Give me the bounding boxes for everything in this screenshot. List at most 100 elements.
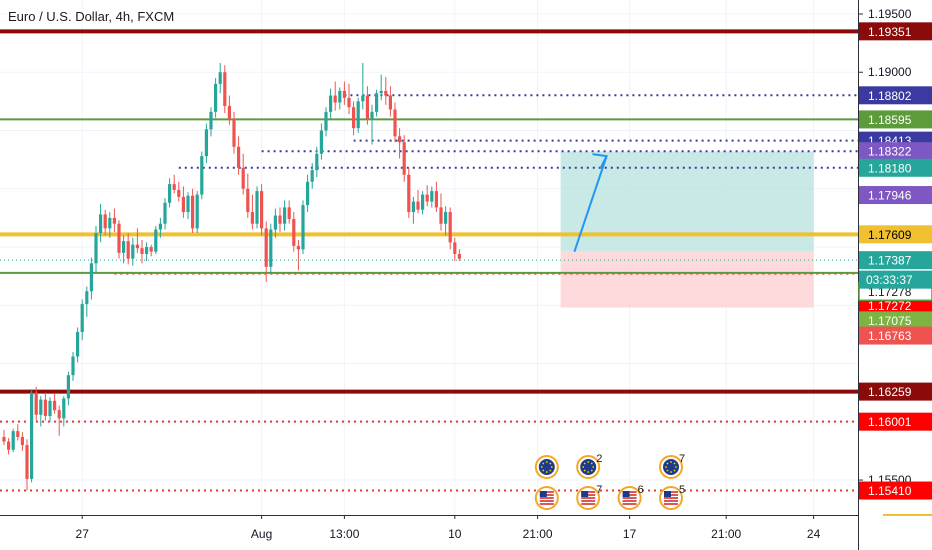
candle-body bbox=[379, 90, 383, 94]
eu-star-icon bbox=[582, 466, 585, 468]
eu-star-icon bbox=[550, 466, 553, 468]
price-label-badge[interactable] bbox=[859, 481, 932, 500]
candle-body bbox=[181, 196, 185, 213]
candle-body bbox=[218, 72, 222, 84]
time-axis-background bbox=[0, 515, 858, 550]
candle-body bbox=[324, 111, 328, 131]
candle-body bbox=[168, 184, 172, 203]
candle-body bbox=[30, 392, 34, 479]
eu-star-icon bbox=[545, 471, 548, 473]
price-axis[interactable]: 1.195001.190001.155001.193511.188021.185… bbox=[858, 0, 932, 550]
eu-star-icon bbox=[666, 469, 669, 472]
candle-body bbox=[434, 191, 438, 208]
time-tick-label: 27 bbox=[76, 527, 90, 541]
candle-body bbox=[43, 399, 47, 416]
candle-body bbox=[131, 244, 135, 259]
candle-body bbox=[255, 191, 259, 224]
candle-body bbox=[283, 207, 287, 224]
candle-body bbox=[25, 445, 29, 479]
candle-body bbox=[439, 207, 443, 224]
time-tick-label: 21:00 bbox=[711, 527, 741, 541]
eu-star-icon bbox=[675, 466, 677, 468]
candle-body bbox=[89, 263, 93, 292]
price-label-text: 1.17609 bbox=[868, 228, 912, 242]
candle-body bbox=[301, 205, 305, 250]
candle-body bbox=[241, 167, 245, 189]
candle-body bbox=[112, 217, 116, 224]
us-canton-icon bbox=[664, 491, 671, 497]
price-tick-label: 1.19000 bbox=[868, 65, 912, 79]
candle-body bbox=[425, 194, 429, 202]
time-tick-label: 10 bbox=[448, 527, 462, 541]
candle-body bbox=[94, 233, 98, 264]
event-count: 5 bbox=[679, 484, 685, 496]
price-label-text: 1.17272 bbox=[868, 299, 912, 313]
price-label-badge[interactable] bbox=[859, 382, 932, 401]
price-label-badge[interactable] bbox=[859, 158, 932, 177]
price-label-text: 1.17946 bbox=[868, 189, 912, 203]
candle-body bbox=[223, 72, 227, 107]
price-label-badge[interactable] bbox=[859, 186, 932, 205]
candle-body bbox=[333, 95, 337, 103]
candle-body bbox=[57, 410, 61, 419]
price-label-text: 1.18595 bbox=[868, 113, 912, 127]
candle-body bbox=[149, 247, 153, 252]
eu-star-icon bbox=[590, 462, 593, 465]
price-label-badge[interactable] bbox=[859, 225, 932, 244]
event-count: 2 bbox=[596, 453, 602, 465]
arrow-head[interactable] bbox=[592, 153, 609, 169]
candle-body bbox=[352, 107, 356, 129]
economic-events[interactable]: 2 7 7 6 5 bbox=[534, 453, 685, 510]
us-canton-icon bbox=[539, 491, 547, 497]
arrow-shaft[interactable] bbox=[573, 155, 608, 252]
horizontal-levels[interactable] bbox=[0, 29, 858, 492]
price-label-badge[interactable] bbox=[859, 412, 932, 431]
price-label-text: 1.18802 bbox=[868, 89, 912, 103]
candle-body bbox=[273, 215, 277, 230]
trend-arrow[interactable] bbox=[573, 153, 609, 252]
candle-body bbox=[448, 212, 452, 243]
candle-body bbox=[20, 436, 24, 446]
countdown-badge[interactable] bbox=[859, 270, 932, 289]
price-label-badge[interactable] bbox=[859, 326, 932, 345]
candle-body bbox=[2, 436, 6, 442]
candle-body bbox=[99, 214, 103, 234]
candle-body bbox=[126, 241, 130, 259]
candle-body bbox=[375, 93, 379, 112]
candle-body bbox=[85, 291, 89, 305]
us-stripe-icon bbox=[622, 503, 637, 505]
candle-body bbox=[365, 95, 369, 119]
long-target-zone[interactable] bbox=[560, 151, 814, 252]
price-tick-label: 1.19500 bbox=[868, 7, 912, 21]
event-count: 7 bbox=[679, 453, 685, 465]
candle-body bbox=[204, 129, 208, 157]
price-label-text: 1.16259 bbox=[868, 385, 912, 399]
price-label-badge[interactable] bbox=[859, 251, 932, 270]
price-label-text: 1.16001 bbox=[868, 415, 912, 429]
candle-body bbox=[421, 194, 425, 210]
us-stripe-icon bbox=[581, 503, 596, 505]
candles bbox=[2, 62, 461, 491]
us-stripe-icon bbox=[539, 497, 554, 499]
time-axis[interactable]: 27 Aug 13:00 10 21:00 17 21:00 24 bbox=[0, 515, 858, 550]
candle-body bbox=[227, 106, 231, 119]
stop-loss-zone[interactable] bbox=[560, 251, 814, 308]
candle-body bbox=[103, 214, 107, 229]
candle-body bbox=[287, 207, 291, 220]
candle-body bbox=[296, 245, 300, 250]
price-label-badge[interactable] bbox=[859, 311, 932, 330]
position-tool[interactable] bbox=[560, 151, 814, 308]
candle-body bbox=[356, 101, 360, 129]
price-label-badge[interactable] bbox=[859, 110, 932, 129]
candle-body bbox=[122, 241, 126, 253]
eu-star-icon bbox=[587, 461, 590, 463]
price-label-badge[interactable] bbox=[859, 142, 932, 161]
eu-star-icon bbox=[542, 462, 545, 465]
price-label-text: 1.16763 bbox=[868, 329, 912, 343]
price-label-badge[interactable] bbox=[859, 86, 932, 105]
us-stripe-icon bbox=[622, 500, 637, 502]
eu-star-icon bbox=[542, 469, 545, 472]
candle-body bbox=[195, 194, 199, 229]
price-label-badge[interactable] bbox=[859, 22, 932, 41]
